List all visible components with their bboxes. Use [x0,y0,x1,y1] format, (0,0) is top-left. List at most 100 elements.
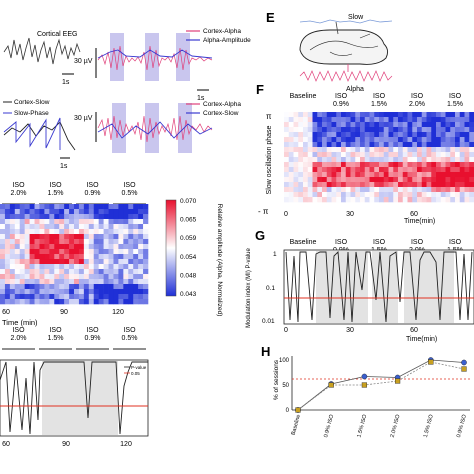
phase-cell [388,192,394,198]
phase-cell [364,147,370,153]
heatmap-cell [128,239,134,245]
colorbar-tick-1: 0.065 [180,217,197,224]
phase-cell [360,182,366,188]
phase-cell [383,127,389,133]
phase-cell [450,177,456,183]
panel-f-x-tick-0: 0 [284,211,288,218]
heatmap-cell [133,234,139,240]
left-heatmap-iso-pct-1: 1.5% [48,190,64,197]
heatmap-cell [39,219,45,225]
heatmap-cell [108,229,114,235]
heatmap-cell [123,279,129,285]
heatmap-cell [113,239,119,245]
phase-cell [464,182,470,188]
heatmap-cell [128,269,134,275]
heatmap-cell [133,264,139,270]
phase-cell [288,187,294,193]
heatmap-cell [19,284,25,290]
phase-cell [322,167,328,173]
phase-cell [360,112,366,118]
phase-cell [364,182,370,188]
heatmap-cell [14,259,21,265]
panel-g-x-label: Time(min) [406,336,437,343]
heatmap-cell [103,274,109,280]
phase-cell [379,197,385,203]
phase-cell [364,112,370,118]
phase-cell [288,152,294,158]
phase-cell [459,192,465,198]
alpha-trace [97,45,213,71]
heatmap-cell [143,229,149,235]
heatmap-cell [93,269,99,275]
phase-cell [436,112,442,118]
phase-cell [341,157,347,163]
cortical-eeg-label: Cortical EEG [37,31,77,38]
phase-cell [402,187,408,193]
heatmap-cell [4,249,11,255]
phase-cell [383,122,389,128]
phase-cell [293,137,299,143]
heatmap-cell [9,254,16,260]
heatmap-cell [4,279,11,285]
phase-cell [426,172,432,178]
phase-cell [379,127,385,133]
panel-h-x-tick-3: 2.0% ISO [390,413,402,438]
phase-cell [326,122,332,128]
phase-cell [355,142,361,148]
heatmap-cell [133,219,139,225]
phase-cell [412,162,418,168]
phase-cell [469,137,474,143]
left-pvalue-x-tick-1: 90 [62,441,70,448]
phase-cell [350,142,356,148]
phase-cell [417,137,423,143]
panel-f-iso-label-0: Baseline [290,93,317,100]
phase-cell [341,172,347,178]
heatmap-cell [54,274,60,280]
phase-cell [431,152,437,158]
eeg-scale-30uv: 30 µV [74,58,93,65]
panel-f-iso-pct-2: 1.5% [371,101,387,108]
phase-cell [326,142,332,148]
heatmap-cell [44,204,50,210]
heatmap-cell [44,294,50,300]
phase-cell [298,197,304,203]
panel-f-y-label: Slow oscillation phase [266,125,273,194]
heatmap-cell [44,284,50,290]
phase-cell [374,152,380,158]
panel-h-point [461,359,467,366]
phase-cell [455,167,461,173]
phase-cell [326,187,332,193]
left-pvalue-trace [0,361,148,435]
heatmap-cell [54,269,60,275]
phase-cell [298,112,304,118]
phase-cell [369,172,375,178]
heatmap-cell [34,279,40,285]
heatmap-cell [4,239,11,245]
phase-cell [284,182,290,188]
panel-g-iso-label-0: Baseline [290,239,317,246]
left-heatmap-iso-label-2: ISO [86,182,99,189]
heatmap-cell [59,214,65,220]
phase-cell [421,142,427,148]
heatmap-cell [14,214,21,220]
phase-cell [459,132,465,138]
phase-cell [436,172,442,178]
heatmap-cell [133,229,139,235]
phase-cell [464,162,470,168]
heatmap-cell [143,214,149,220]
heatmap-cell [69,219,75,225]
phase-cell [402,172,408,178]
heatmap-cell [4,204,11,210]
phase-cell [293,167,299,173]
phase-cell [336,147,342,153]
heatmap-cell [113,284,119,290]
phase-cell [345,197,351,203]
phase-cell [421,152,427,158]
heatmap-cell [44,279,50,285]
heatmap-cell [39,214,45,220]
phase-cell [345,177,351,183]
phase-cell [298,117,304,123]
left-pvalue-iso-label-0: ISO [12,327,25,334]
phase-cell [464,147,470,153]
phase-cell [322,122,328,128]
